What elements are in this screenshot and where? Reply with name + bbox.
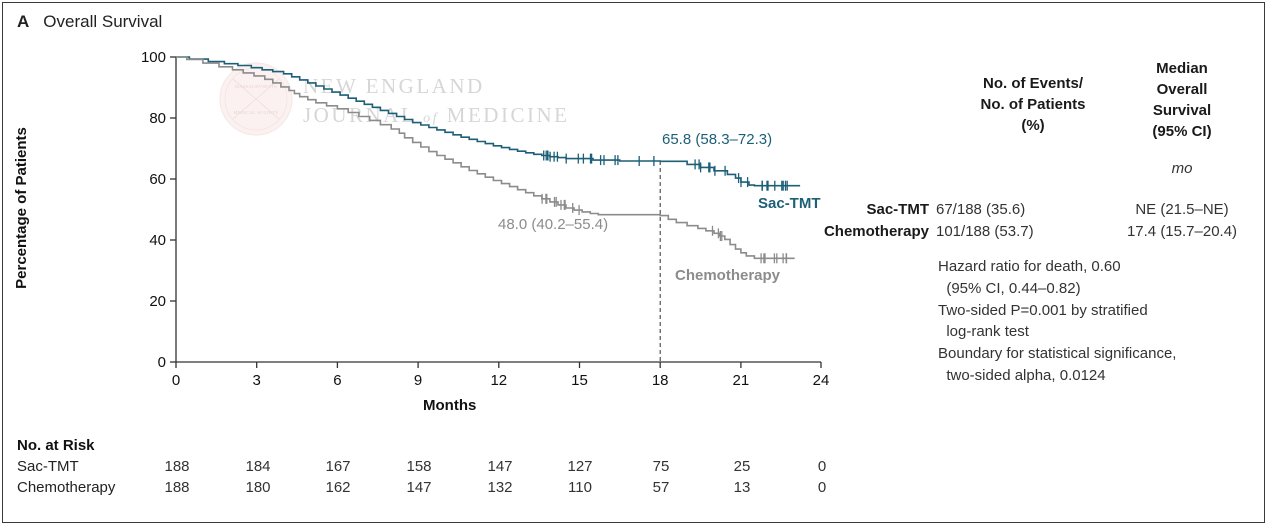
svg-text:0: 0 <box>158 354 166 371</box>
svg-text:3: 3 <box>253 372 261 389</box>
svg-text:60: 60 <box>149 171 166 188</box>
svg-text:80: 80 <box>149 110 166 127</box>
svg-text:9: 9 <box>414 372 422 389</box>
svg-text:NEW ENGLAND: NEW ENGLAND <box>303 74 485 98</box>
svg-text:6: 6 <box>333 372 341 389</box>
svg-text:15: 15 <box>571 372 588 389</box>
svg-text:MEDICAL SOCIETY: MEDICAL SOCIETY <box>234 110 279 115</box>
svg-text:20: 20 <box>149 293 166 310</box>
svg-text:18: 18 <box>652 372 669 389</box>
svg-text:0: 0 <box>172 372 180 389</box>
svg-text:12: 12 <box>490 372 507 389</box>
svg-text:MASSACHVSETTS: MASSACHVSETTS <box>235 84 277 89</box>
svg-text:24: 24 <box>813 372 830 389</box>
svg-text:JOURNAL of MEDICINE: JOURNAL of MEDICINE <box>303 103 569 127</box>
svg-text:40: 40 <box>149 232 166 249</box>
svg-text:21: 21 <box>733 372 750 389</box>
svg-text:100: 100 <box>141 49 166 66</box>
